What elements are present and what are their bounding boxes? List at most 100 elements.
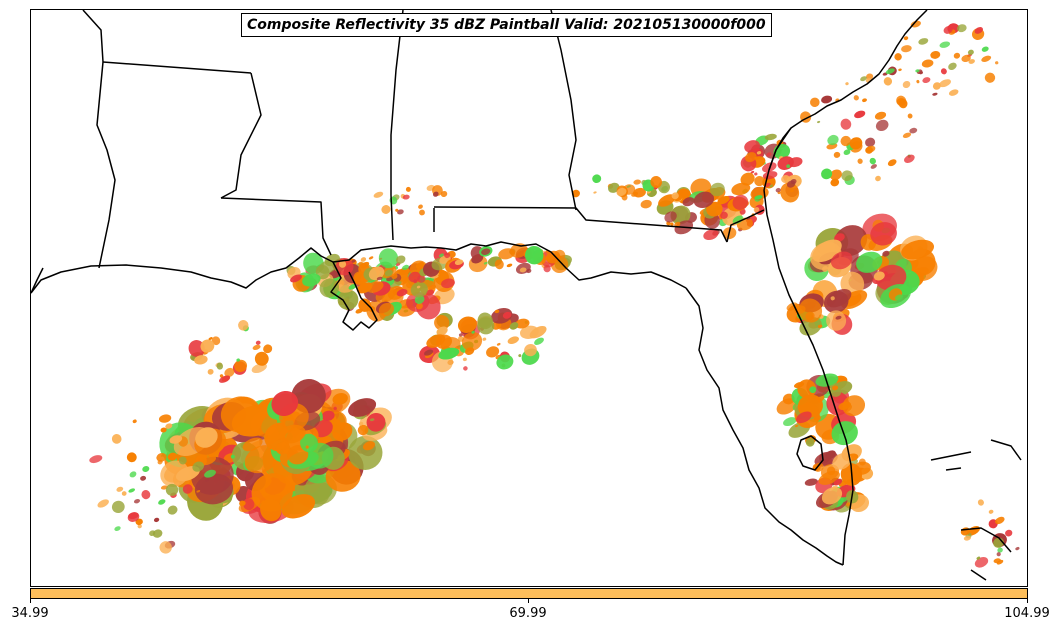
storm-cell xyxy=(754,176,765,187)
storm-cell xyxy=(182,484,193,494)
storm-cell xyxy=(441,278,455,289)
storm-cell xyxy=(357,424,369,436)
storm-cell xyxy=(267,434,271,438)
storm-cell xyxy=(981,55,992,62)
storm-cell xyxy=(835,315,842,320)
storm-cell xyxy=(842,395,866,417)
storm-cell xyxy=(471,254,484,264)
storm-cell xyxy=(416,285,421,289)
storm-cell xyxy=(251,473,293,512)
storm-cell xyxy=(509,243,528,258)
storm-cell xyxy=(963,535,971,541)
storm-cell xyxy=(127,512,140,522)
storm-cell xyxy=(426,334,446,348)
border-mississippi-river xyxy=(82,10,116,269)
storm-cell xyxy=(305,445,309,449)
storm-cell xyxy=(395,208,399,212)
storm-cell xyxy=(496,354,514,370)
texas-coast xyxy=(31,267,44,294)
storm-cell xyxy=(502,311,512,319)
storm-cell xyxy=(626,185,631,188)
colorbar-tick-min xyxy=(30,599,31,603)
storm-cell xyxy=(745,152,757,163)
storm-cell xyxy=(543,265,551,273)
storm-cell xyxy=(133,498,141,504)
storm-cell xyxy=(731,182,751,196)
storm-cell xyxy=(833,478,843,486)
border-mississippi-west xyxy=(220,72,262,199)
storm-cell xyxy=(769,184,774,188)
storm-cell xyxy=(732,215,744,224)
storm-cell xyxy=(408,271,421,283)
storm-cell xyxy=(278,424,306,444)
storm-cell xyxy=(977,499,984,506)
border-georgia-carolina xyxy=(768,127,792,171)
storm-cell xyxy=(858,458,866,466)
storm-cell xyxy=(319,278,340,298)
storm-cell xyxy=(126,452,137,463)
storm-cell xyxy=(830,296,835,301)
storm-cell xyxy=(515,318,530,329)
storm-cell xyxy=(219,375,231,383)
storm-cell xyxy=(457,316,477,333)
florida-west-coast xyxy=(685,287,844,566)
storm-cell xyxy=(825,450,836,460)
storm-cell xyxy=(817,324,823,328)
storm-cell xyxy=(234,359,248,373)
storm-cell xyxy=(207,368,214,375)
storm-cell xyxy=(709,182,725,197)
storm-cell xyxy=(967,49,974,55)
storm-cell xyxy=(355,308,363,314)
storm-cell xyxy=(121,491,127,496)
storm-cell xyxy=(948,62,957,71)
storm-cell xyxy=(984,72,996,83)
storm-cell xyxy=(633,179,641,185)
storm-cell xyxy=(846,502,851,507)
storm-cell xyxy=(830,251,853,270)
storm-cell xyxy=(461,332,483,351)
storm-cell xyxy=(366,281,384,293)
storm-cell xyxy=(137,524,142,529)
storm-cell xyxy=(988,509,994,514)
storm-cell xyxy=(903,36,909,41)
storm-cell xyxy=(458,333,463,337)
storm-cell xyxy=(194,473,234,505)
storm-cell xyxy=(834,233,845,242)
storm-cell xyxy=(200,339,215,353)
storm-cell xyxy=(243,498,255,511)
storm-cell xyxy=(898,98,908,109)
storm-cell xyxy=(887,159,897,167)
storm-cell xyxy=(397,209,404,215)
storm-cell xyxy=(826,289,852,308)
storm-cell xyxy=(425,289,435,296)
storm-cell xyxy=(797,379,817,399)
storm-cell xyxy=(840,118,852,130)
storm-cell xyxy=(373,191,384,198)
storm-cell xyxy=(830,178,840,187)
storm-cell xyxy=(1015,546,1020,551)
storm-cell xyxy=(961,54,971,63)
storm-cell xyxy=(439,253,444,258)
storm-cell xyxy=(333,406,337,411)
cuba-fragment xyxy=(960,527,1012,581)
storm-cell xyxy=(670,222,674,226)
storm-cell xyxy=(976,556,981,560)
storm-cell xyxy=(860,76,867,82)
storm-cell xyxy=(368,266,385,281)
storm-cell xyxy=(195,427,218,448)
storm-cell xyxy=(974,557,989,568)
border-alabama-georgia xyxy=(550,10,577,211)
storm-cell xyxy=(754,195,763,200)
storm-cell xyxy=(849,137,863,150)
storm-cell xyxy=(424,349,434,356)
storm-cell xyxy=(843,149,851,156)
storm-cell xyxy=(360,257,367,262)
storm-cell xyxy=(670,205,691,225)
storm-cell xyxy=(717,195,730,205)
storm-cell xyxy=(671,192,679,200)
storm-cell xyxy=(995,516,1005,525)
storm-cell xyxy=(786,164,791,169)
storm-cell xyxy=(939,79,951,88)
storm-cell xyxy=(140,475,147,481)
colorbar-tick-max xyxy=(1027,599,1028,603)
